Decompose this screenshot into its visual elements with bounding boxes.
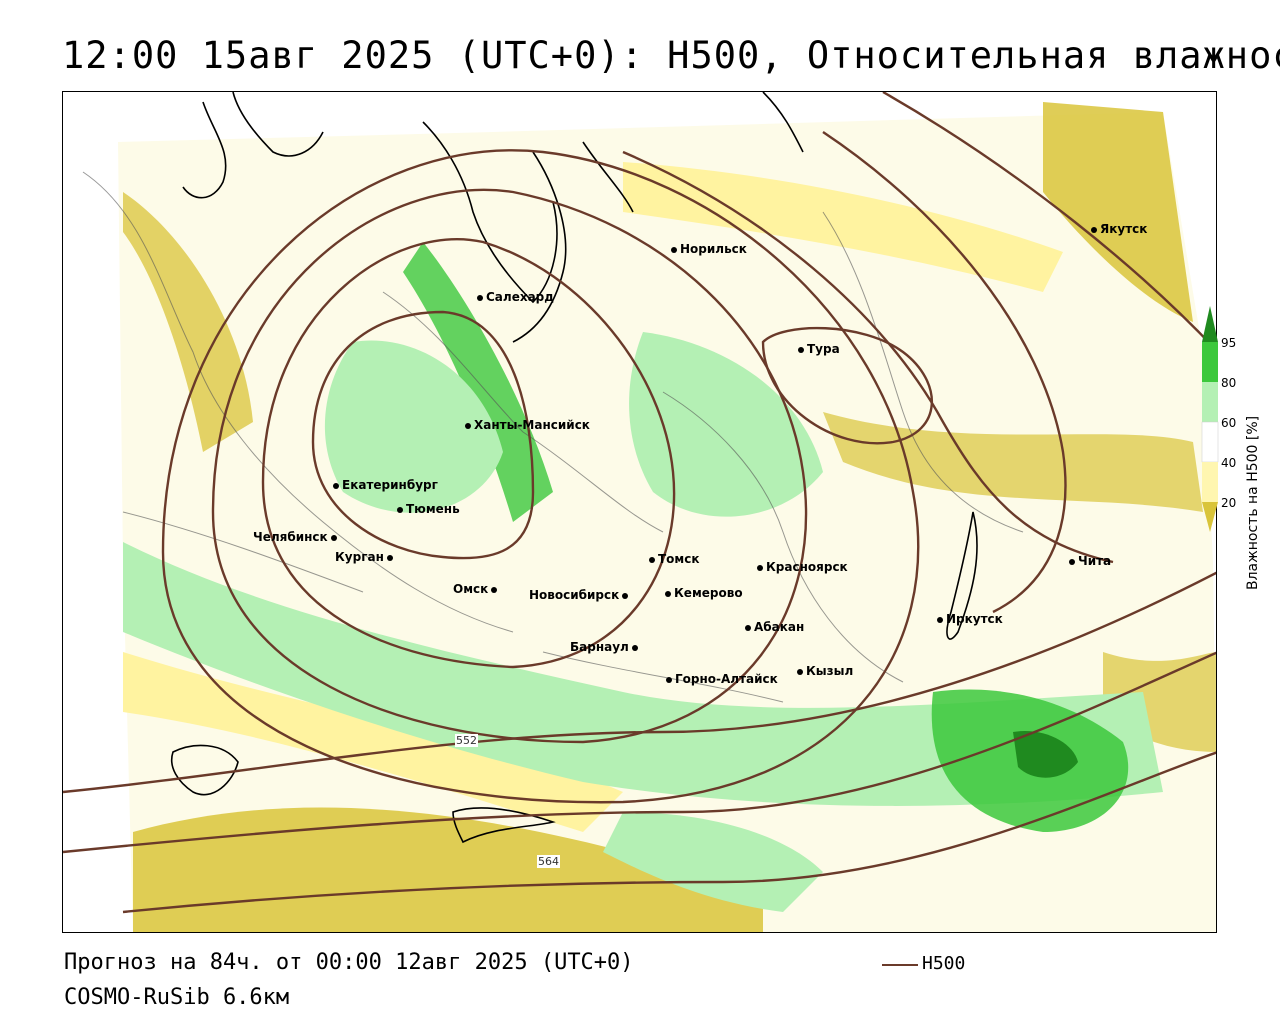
model-name: COSMO-RuSib 6.6км (64, 985, 290, 1010)
colorbar-tick-95: 95 (1221, 336, 1237, 350)
colorbar-very-low (1202, 502, 1218, 532)
colorbar-neutral (1201, 421, 1219, 463)
contour-label-552: 552 (455, 734, 478, 747)
city-kurgan: Курган (335, 550, 396, 564)
colorbar-tick-20: 20 (1221, 496, 1237, 510)
city-yakutsk: Якутск (1091, 222, 1147, 236)
colorbar-tick-40: 40 (1221, 456, 1237, 470)
city-khanty-mansiysk: Ханты-Мансийск (465, 418, 590, 432)
colorbar-high (1202, 342, 1218, 382)
forecast-info: Прогноз на 84ч. от 00:00 12авг 2025 (UTC… (64, 950, 634, 975)
city-tomsk: Томск (649, 552, 700, 566)
colorbar-title: Влажность на H500 [%] (1245, 415, 1261, 590)
map-canvas (63, 92, 1216, 932)
colorbar-very-high (1202, 306, 1218, 342)
map-area: 552 564 Норильск Якутск Салехард Тура Ха… (62, 91, 1217, 933)
city-gorno-altaysk: Горно-Алтайск (666, 672, 778, 686)
colorbar-low (1202, 462, 1218, 502)
city-tura: Тура (798, 342, 840, 356)
city-kemerovo: Кемерово (665, 586, 743, 600)
city-irkutsk: Иркутск (937, 612, 1003, 626)
h500-legend-label: H500 (922, 953, 966, 974)
city-salekhard: Салехард (477, 290, 554, 304)
city-krasnoyarsk: Красноярск (757, 560, 848, 574)
city-chelyabinsk: Челябинск (253, 530, 340, 544)
city-kyzyl: Кызыл (797, 664, 853, 678)
contour-label-564: 564 (537, 855, 560, 868)
colorbar-mid-high (1202, 382, 1218, 422)
map-title: 12:00 15авг 2025 (UTC+0): H500, Относите… (62, 34, 1280, 77)
city-novosibirsk: Новосибирск (529, 588, 631, 602)
city-chita: Чита (1069, 554, 1111, 568)
city-abakan: Абакан (745, 620, 804, 634)
city-barnaul: Барнаул (570, 640, 641, 654)
humidity-colorbar (1201, 306, 1219, 532)
colorbar-tick-60: 60 (1221, 416, 1237, 430)
colorbar-tick-80: 80 (1221, 376, 1237, 390)
city-norilsk: Норильск (671, 242, 747, 256)
city-yekaterinburg: Екатеринбург (333, 478, 438, 492)
city-tyumen: Тюмень (397, 502, 460, 516)
h500-legend-line (882, 964, 918, 966)
city-omsk: Омск (453, 582, 500, 596)
